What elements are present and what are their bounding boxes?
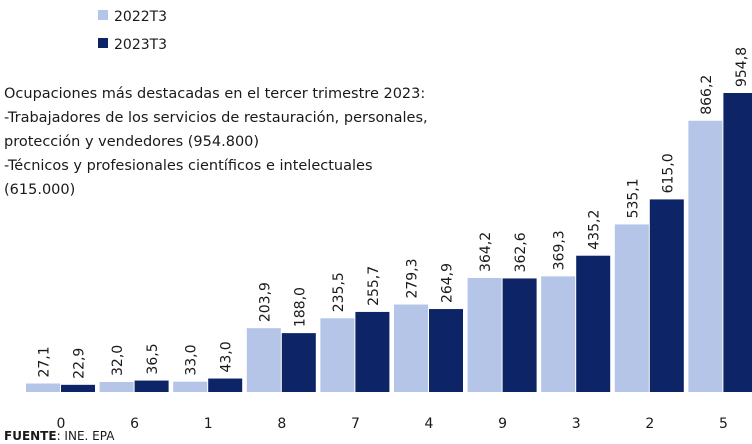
x-tick-label: 6 (130, 416, 139, 432)
bar (614, 224, 649, 392)
value-label: 615,0 (660, 153, 676, 193)
bar (502, 278, 537, 392)
value-label: 33,0 (184, 344, 200, 375)
value-label: 203,9 (257, 282, 273, 322)
legend-swatch (98, 10, 108, 20)
value-label: 36,5 (145, 343, 161, 374)
source-label: FUENTE (4, 429, 57, 443)
bar (173, 381, 208, 392)
value-label: 27,1 (37, 346, 53, 377)
bar (394, 304, 428, 392)
value-label: 32,0 (110, 345, 126, 376)
value-label: 255,7 (366, 266, 382, 306)
bar (688, 120, 723, 393)
bar (723, 93, 752, 392)
x-tick-label: 3 (572, 416, 581, 432)
x-tick-label: 7 (351, 416, 360, 432)
value-label: 362,6 (513, 232, 529, 272)
value-label: 435,2 (587, 210, 603, 250)
legend-swatch (98, 38, 108, 48)
value-label: 954,8 (734, 47, 750, 87)
bar (320, 318, 355, 392)
value-label: 279,3 (405, 258, 421, 298)
annotation-line: Ocupaciones más destacadas en el tercer … (4, 86, 425, 102)
bar (576, 255, 611, 392)
x-tick-label: 0 (57, 416, 66, 432)
source-text: : INE. EPA (57, 429, 116, 443)
x-tick-label: 4 (425, 416, 434, 432)
bar (208, 378, 243, 392)
bar (99, 381, 134, 392)
bar (61, 384, 95, 392)
bar (649, 199, 684, 392)
bar (541, 276, 576, 392)
source: FUENTE: INE. EPA (4, 429, 115, 443)
value-label: 22,9 (72, 348, 88, 379)
value-label: 235,5 (331, 272, 347, 312)
x-tick-label: 9 (498, 416, 507, 432)
bar (281, 333, 316, 392)
annotation-line: (615.000) (4, 182, 75, 198)
bar (467, 277, 502, 392)
bar (429, 309, 463, 392)
value-label: 188,0 (292, 287, 308, 327)
value-label: 364,2 (478, 232, 494, 272)
legend-label: 2022T3 (114, 9, 167, 25)
annotation-line: -Técnicos y profesionales científicos e … (4, 158, 373, 174)
bar (134, 380, 169, 392)
bar (355, 311, 390, 392)
annotation-line: protección y vendedores (954.800) (4, 134, 259, 150)
value-label: 369,3 (552, 230, 568, 270)
value-label: 43,0 (219, 341, 235, 372)
bar (246, 328, 281, 392)
annotation: Ocupaciones más destacadas en el tercer … (4, 86, 428, 198)
x-tick-label: 8 (277, 416, 286, 432)
annotation-line: -Trabajadores de los servicios de restau… (4, 110, 428, 126)
value-label: 535,1 (625, 178, 641, 218)
legend-label: 2023T3 (114, 37, 167, 53)
x-tick-label: 2 (645, 416, 654, 432)
bar (26, 383, 60, 392)
x-tick-label: 5 (719, 416, 728, 432)
value-label: 866,2 (699, 75, 715, 115)
value-label: 264,9 (440, 263, 456, 303)
x-tick-label: 1 (204, 416, 213, 432)
